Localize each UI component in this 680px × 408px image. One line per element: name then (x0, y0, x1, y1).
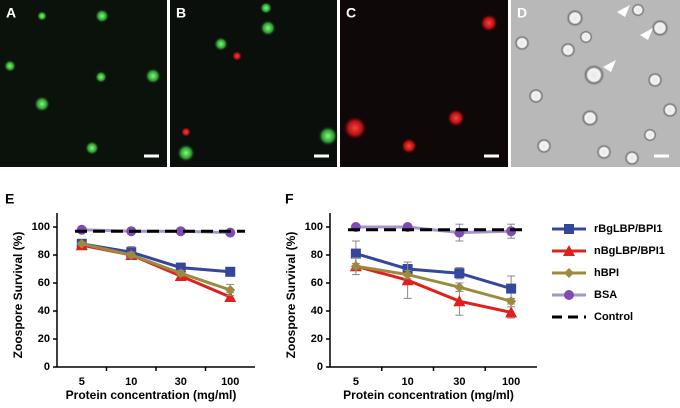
marker (224, 291, 237, 302)
y-tick-label: 40 (311, 305, 323, 317)
legend-label: nBgLBP/BPI1 (594, 245, 665, 257)
panel-label: E (5, 191, 14, 207)
x-tick-label: 10 (125, 376, 137, 388)
panel-label: D (517, 5, 527, 21)
series-line (355, 264, 512, 314)
x-tick-label: 10 (402, 376, 414, 388)
marker (225, 266, 236, 277)
x-tick-label: 30 (453, 376, 465, 388)
marker (505, 306, 518, 318)
legend-label: BSA (594, 289, 617, 301)
marker (454, 268, 465, 279)
marker (564, 224, 574, 234)
legend-label: hBPI (594, 267, 619, 279)
series-line (355, 252, 512, 291)
marker (454, 282, 465, 293)
marker (563, 245, 575, 256)
marker (175, 226, 186, 237)
micrograph-b: B (170, 0, 338, 167)
y-tick-label: 0 (317, 361, 323, 373)
panel-label: B (176, 5, 186, 21)
y-axis-label: Zoospore Survival (%) (284, 232, 298, 359)
y-tick-label: 60 (311, 277, 323, 289)
x-tick-label: 100 (221, 376, 239, 388)
marker (506, 283, 517, 294)
panel-label: C (346, 5, 356, 21)
series-line (355, 264, 512, 303)
x-tick-label: 5 (353, 376, 359, 388)
x-tick-label: 100 (502, 376, 520, 388)
micrograph-c: C (340, 0, 508, 167)
marker (402, 269, 413, 280)
x-axis-label: Protein concentration (mg/ml) (66, 388, 237, 402)
y-tick-label: 20 (311, 333, 323, 345)
panel-label: F (285, 191, 294, 207)
y-tick-label: 60 (38, 277, 50, 289)
y-tick-label: 100 (305, 221, 323, 233)
marker (401, 274, 414, 286)
marker (175, 268, 186, 279)
marker (175, 262, 186, 273)
y-tick-label: 100 (32, 221, 50, 233)
y-tick-label: 80 (311, 249, 323, 261)
y-tick-label: 80 (38, 249, 50, 261)
legend-label: rBgLBP/BPI1 (594, 223, 662, 235)
x-tick-label: 30 (175, 376, 187, 388)
panel-label: A (6, 5, 16, 21)
marker (350, 248, 361, 259)
marker (126, 250, 137, 260)
legend-label: Control (594, 311, 633, 323)
x-axis-label: Protein concentration (mg/ml) (343, 388, 514, 402)
micrograph-d: D (511, 0, 680, 167)
y-tick-label: 0 (44, 361, 50, 373)
y-axis-label: Zoospore Survival (%) (11, 232, 25, 359)
marker (225, 285, 236, 295)
marker (76, 238, 87, 249)
marker (506, 296, 517, 307)
marker (350, 261, 361, 272)
marker (564, 268, 574, 278)
series-line (81, 242, 231, 292)
marker (453, 295, 466, 307)
x-tick-label: 5 (79, 376, 85, 388)
series-line (355, 225, 512, 235)
micrograph-a: A (0, 0, 167, 167)
y-tick-label: 40 (38, 305, 50, 317)
marker (564, 290, 574, 300)
y-tick-label: 20 (38, 333, 50, 345)
